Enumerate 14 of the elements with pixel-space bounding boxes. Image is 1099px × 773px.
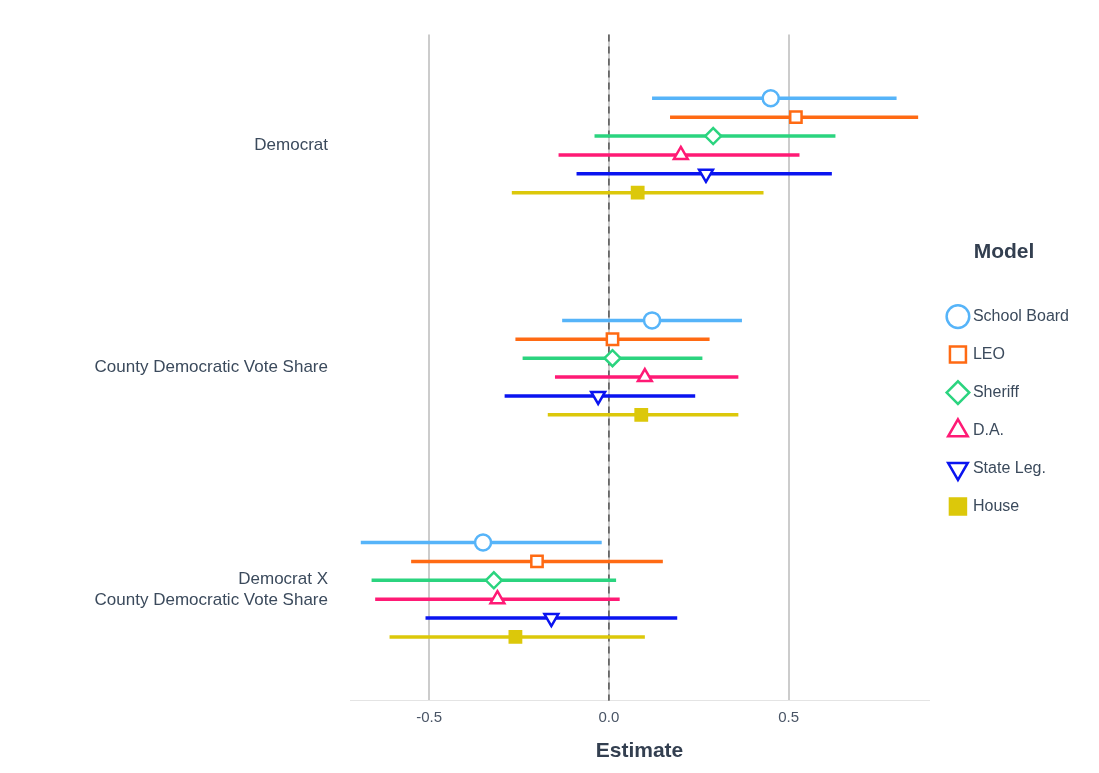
y-tick-label: Democrat X County Democratic Vote Share	[94, 569, 328, 609]
legend-label: State Leg.	[972, 459, 1046, 477]
legend-label: Sheriff	[972, 383, 1020, 401]
legend-label: House	[972, 497, 1020, 515]
legend-label: D.A.	[972, 421, 1005, 439]
y-tick-label: County Democratic Vote Share	[94, 357, 328, 377]
x-axis-title: Estimate	[595, 738, 684, 762]
legend-label: LEO	[972, 345, 1005, 363]
x-tick-label: -0.5	[416, 707, 443, 725]
legend-label: School Board	[972, 307, 1069, 325]
x-tick-label: 0.0	[598, 707, 620, 725]
y-tick-label: Democrat	[254, 135, 329, 155]
x-tick-label: 0.5	[778, 707, 800, 725]
legend-title: Model	[973, 238, 1035, 262]
